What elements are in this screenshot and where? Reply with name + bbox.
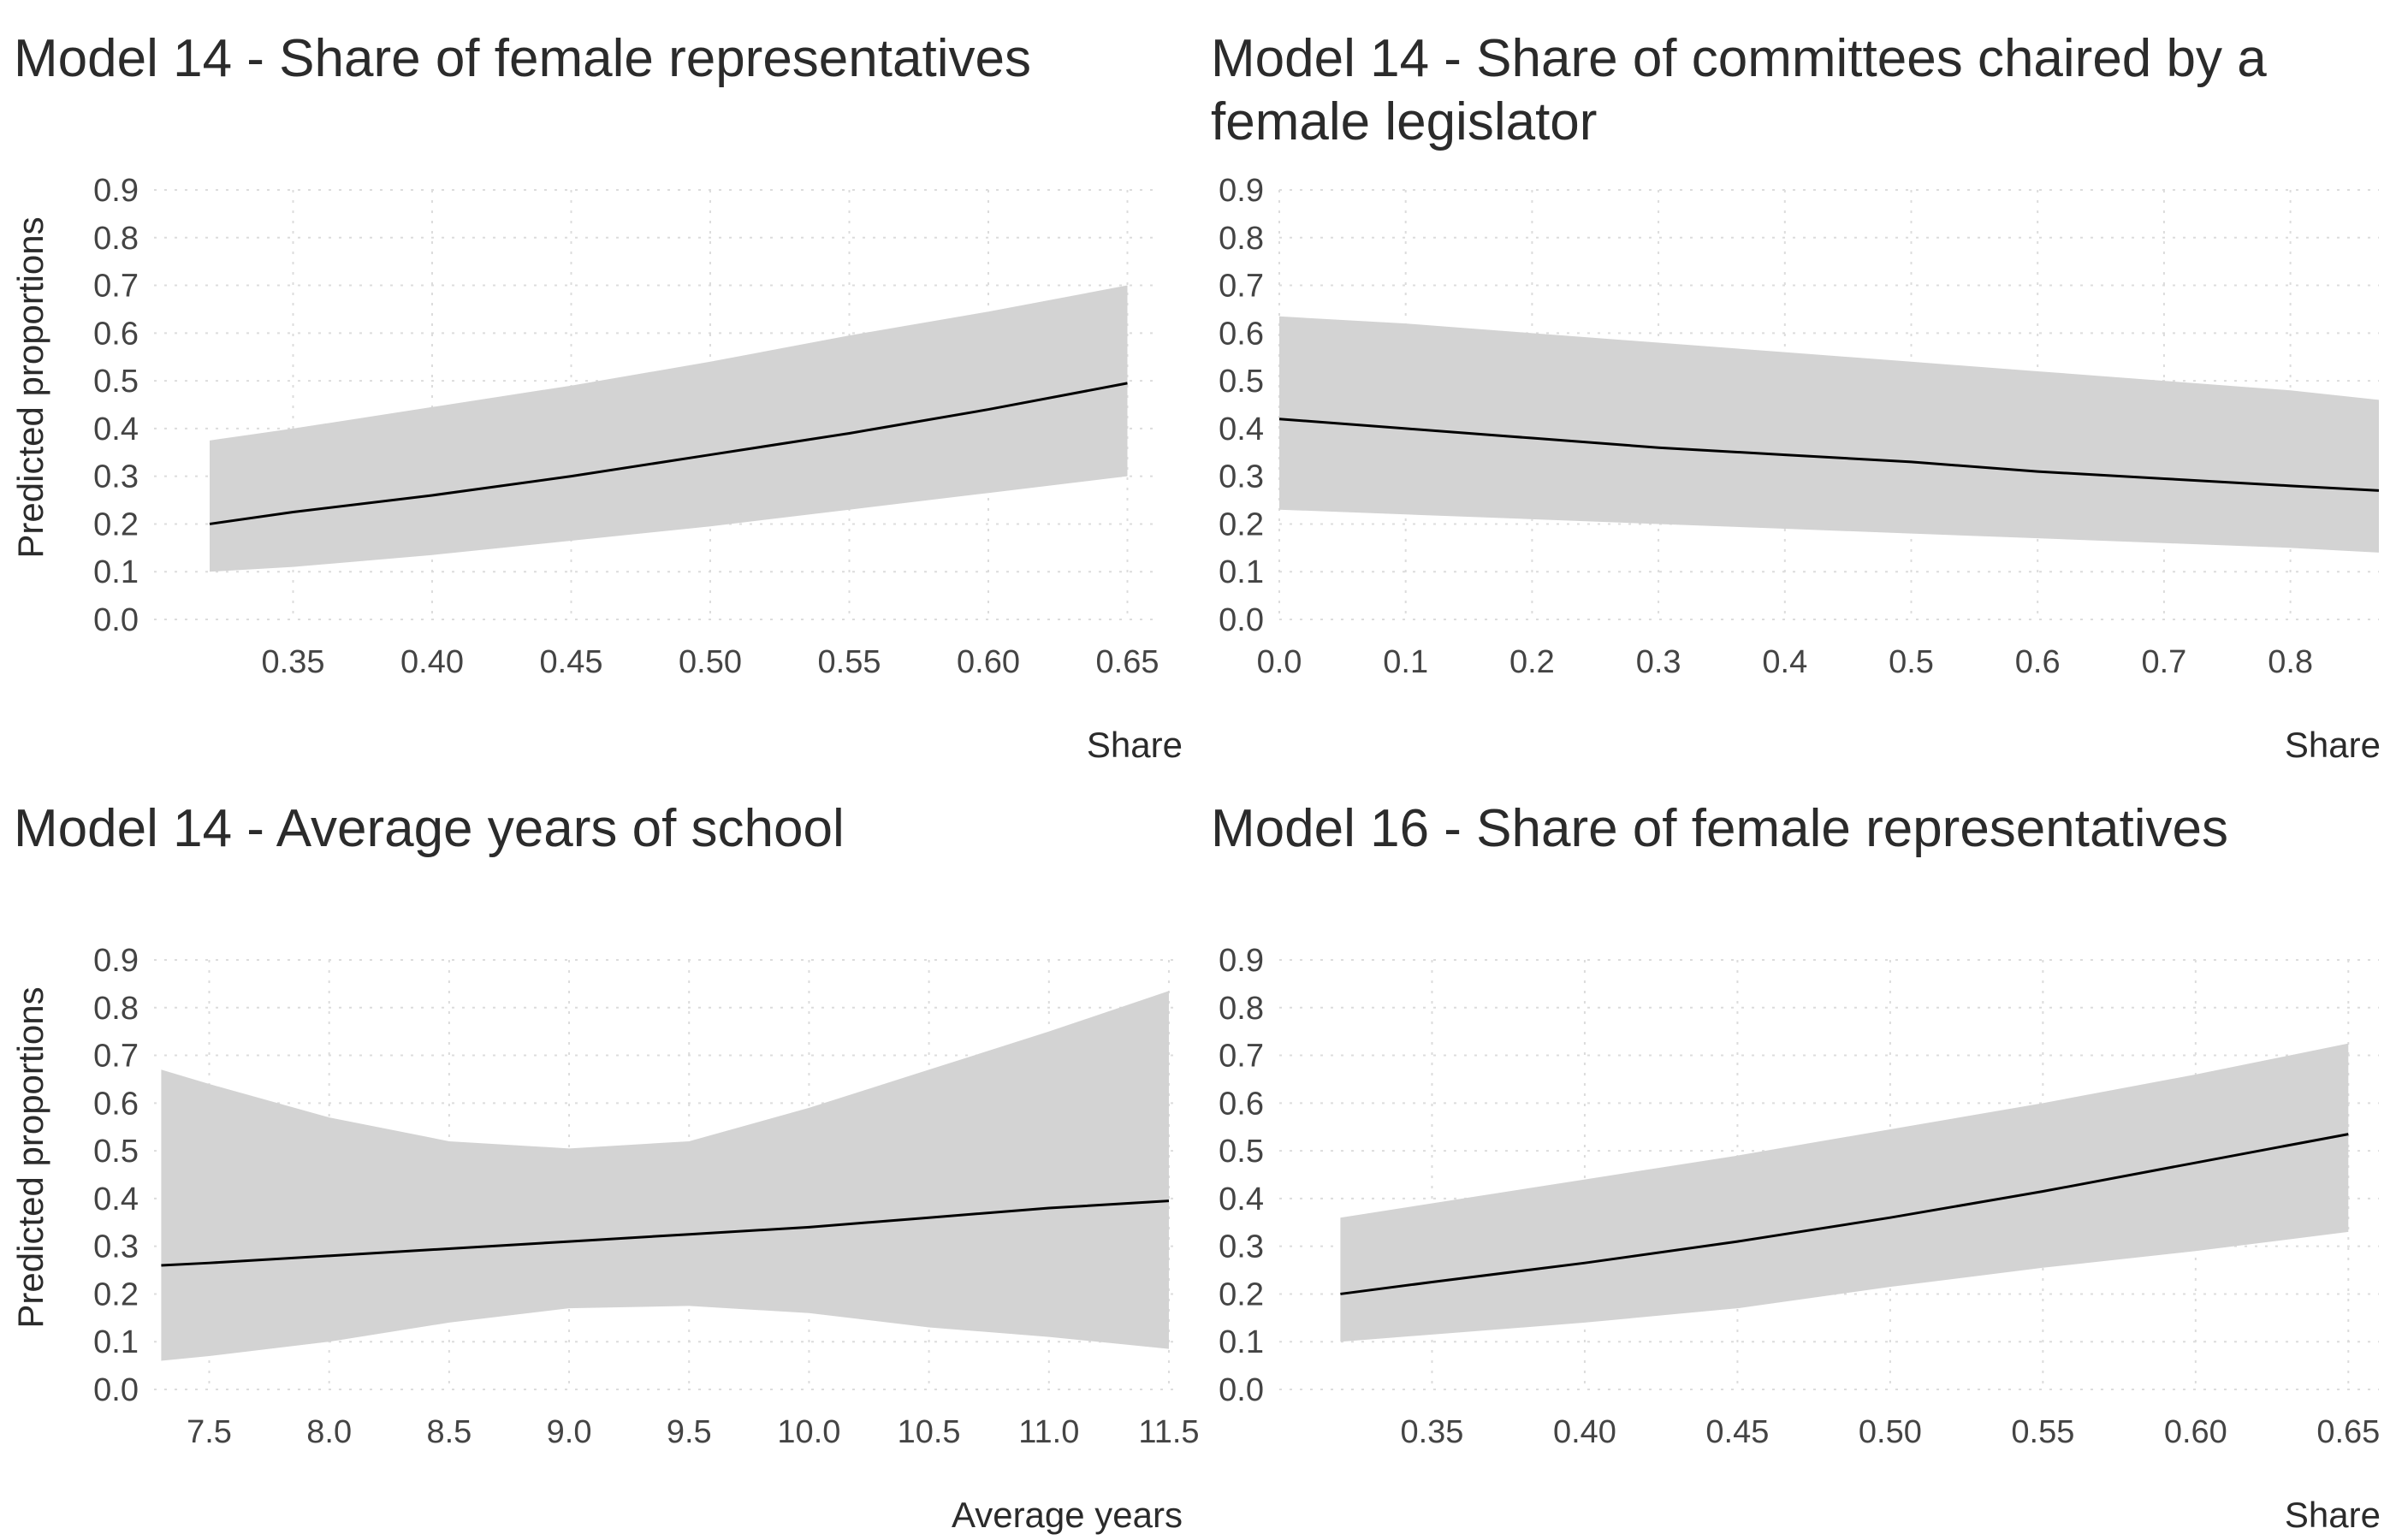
y-tick-label: 0.0: [1219, 602, 1264, 638]
y-tick-label: 0.5: [1219, 1134, 1264, 1170]
x-tick-label: 0.8: [2268, 644, 2313, 680]
x-tick-label: 0.60: [957, 644, 1020, 680]
y-tick-label: 0.6: [1219, 316, 1264, 352]
x-tick-label: 0.3: [1636, 644, 1681, 680]
plot-area: 0.0 0.1 0.2 0.3 0.4 0.5 0.6 0.7 0.8 0.9 7.5 8.0 8.5 9…: [10, 943, 1200, 1535]
y-tick-label: 0.1: [93, 554, 139, 590]
x-tick-label: 0.55: [2011, 1414, 2074, 1450]
x-axis-title: Share: [2285, 725, 2381, 765]
chart-panel-1: Model 14 - Share of female representativ…: [0, 0, 1198, 770]
chart-title: Model 14 - Share of committees chaired b…: [1211, 29, 2267, 151]
x-tick-label: 0.6: [2015, 644, 2061, 680]
x-tick-label: 0.7: [2141, 644, 2186, 680]
chart-panel-4: Model 16 - Share of female representativ…: [1198, 770, 2396, 1540]
y-tick-label: 0.5: [93, 1134, 139, 1170]
y-tick-label: 0.8: [1219, 221, 1264, 257]
x-tick-label: 7.5: [187, 1414, 232, 1450]
x-tick-label: 11.0: [1018, 1414, 1079, 1450]
y-tick-label: 0.3: [1219, 1229, 1264, 1265]
confidence-band: [1279, 316, 2379, 553]
x-tick-label: 0.5: [1889, 644, 1934, 680]
x-axis-title: Share: [1087, 725, 1183, 765]
chart-title: Model 16 - Share of female representativ…: [1211, 799, 2228, 858]
y-tick-label: 0.0: [1219, 1372, 1264, 1408]
y-tick-label: 0.7: [93, 1039, 139, 1075]
y-tick-label: 0.4: [93, 412, 139, 447]
y-axis-title: Predicted proportions: [10, 986, 50, 1328]
y-axis-title: Predicted proportions: [10, 216, 50, 558]
x-tick-label: 0.60: [2164, 1414, 2227, 1450]
y-tick-label: 0.1: [93, 1324, 139, 1360]
y-tick-label: 0.5: [93, 364, 139, 400]
x-tick-label: 9.5: [667, 1414, 712, 1450]
x-tick-label: 10.5: [898, 1414, 961, 1450]
x-axis-title: Average years: [952, 1495, 1183, 1535]
y-tick-label: 0.9: [1219, 173, 1264, 209]
x-tick-label: 0.45: [540, 644, 603, 680]
y-tick-label: 0.5: [1219, 364, 1264, 400]
y-tick-label: 0.2: [93, 1276, 139, 1312]
y-tick-label: 0.7: [93, 269, 139, 305]
x-tick-label: 9.0: [547, 1414, 592, 1450]
x-tick-label: 0.50: [1859, 1414, 1922, 1450]
y-tick-label: 0.2: [1219, 1276, 1264, 1312]
y-tick-label: 0.3: [93, 1229, 139, 1265]
y-tick-label: 0.1: [1219, 1324, 1264, 1360]
plot-area: 0.0 0.1 0.2 0.3 0.4 0.5 0.6 0.7 0.8 0.9 0.35 0.40 0.…: [1219, 943, 2381, 1535]
y-tick-label: 0.3: [93, 459, 139, 495]
x-tick-label: 0.65: [1096, 644, 1159, 680]
chart-panel-2: Model 14 - Share of committees chaired b…: [1198, 0, 2396, 770]
y-tick-label: 0.4: [1219, 412, 1264, 447]
y-tick-label: 0.7: [1219, 1039, 1264, 1075]
prediction-line: [1278, 418, 2380, 492]
y-tick-label: 0.8: [1219, 991, 1264, 1027]
y-tick-label: 0.9: [93, 943, 139, 979]
x-tick-label: 0.55: [818, 644, 881, 680]
chart-title: Model 14 - Share of female representativ…: [14, 29, 1031, 88]
confidence-band: [210, 285, 1128, 572]
x-tick-label: 0.40: [1553, 1414, 1616, 1450]
y-tick-label: 0.9: [1219, 943, 1264, 979]
chart-title: Model 14 - Average years of school: [14, 799, 845, 858]
y-tick-label: 0.6: [1219, 1086, 1264, 1122]
prediction-line: [1340, 1133, 2349, 1295]
x-tick-label: 0.2: [1509, 644, 1555, 680]
x-tick-label: 11.5: [1138, 1414, 1199, 1450]
x-tick-label: 0.4: [1762, 644, 1807, 680]
y-tick-label: 0.2: [93, 506, 139, 542]
y-tick-label: 0.7: [1219, 269, 1264, 305]
y-tick-label: 0.2: [1219, 506, 1264, 542]
plot-area: 0.0 0.1 0.2 0.3 0.4 0.5 0.6 0.7 0.8 0.9 0.0 0.1 0.2 0…: [1219, 173, 2381, 765]
y-tick-label: 0.1: [1219, 554, 1264, 590]
prediction-line: [161, 1199, 1170, 1267]
x-tick-label: 0.50: [679, 644, 742, 680]
x-tick-label: 8.0: [306, 1414, 352, 1450]
y-tick-label: 0.6: [93, 1086, 139, 1122]
prediction-line: [209, 382, 1128, 525]
x-tick-label: 10.0: [777, 1414, 840, 1450]
x-tick-label: 0.0: [1257, 644, 1302, 680]
x-tick-label: 0.40: [400, 644, 464, 680]
x-tick-label: 0.45: [1705, 1414, 1769, 1450]
x-tick-label: 0.35: [1400, 1414, 1463, 1450]
x-tick-label: 0.35: [262, 644, 325, 680]
y-tick-label: 0.0: [93, 1372, 139, 1408]
y-tick-label: 0.8: [93, 991, 139, 1027]
y-tick-label: 0.8: [93, 221, 139, 257]
y-tick-label: 0.4: [93, 1182, 139, 1217]
confidence-band: [1340, 1043, 2349, 1342]
y-tick-label: 0.0: [93, 602, 139, 638]
plot-area: 0.0 0.1 0.2 0.3 0.4 0.5 0.6 0.7 0.8 0.9 0.35 0.40 0.…: [10, 173, 1183, 765]
confidence-band: [161, 991, 1169, 1361]
y-tick-label: 0.3: [1219, 459, 1264, 495]
y-tick-label: 0.4: [1219, 1182, 1264, 1217]
y-tick-label: 0.9: [93, 173, 139, 209]
x-axis-title: Share: [2285, 1495, 2381, 1535]
x-tick-label: 0.65: [2316, 1414, 2380, 1450]
y-tick-label: 0.6: [93, 316, 139, 352]
x-tick-label: 8.5: [426, 1414, 471, 1450]
chart-panel-3: Model 14 - Average years of school 0.0 0.…: [0, 770, 1200, 1540]
x-tick-label: 0.1: [1383, 644, 1428, 680]
